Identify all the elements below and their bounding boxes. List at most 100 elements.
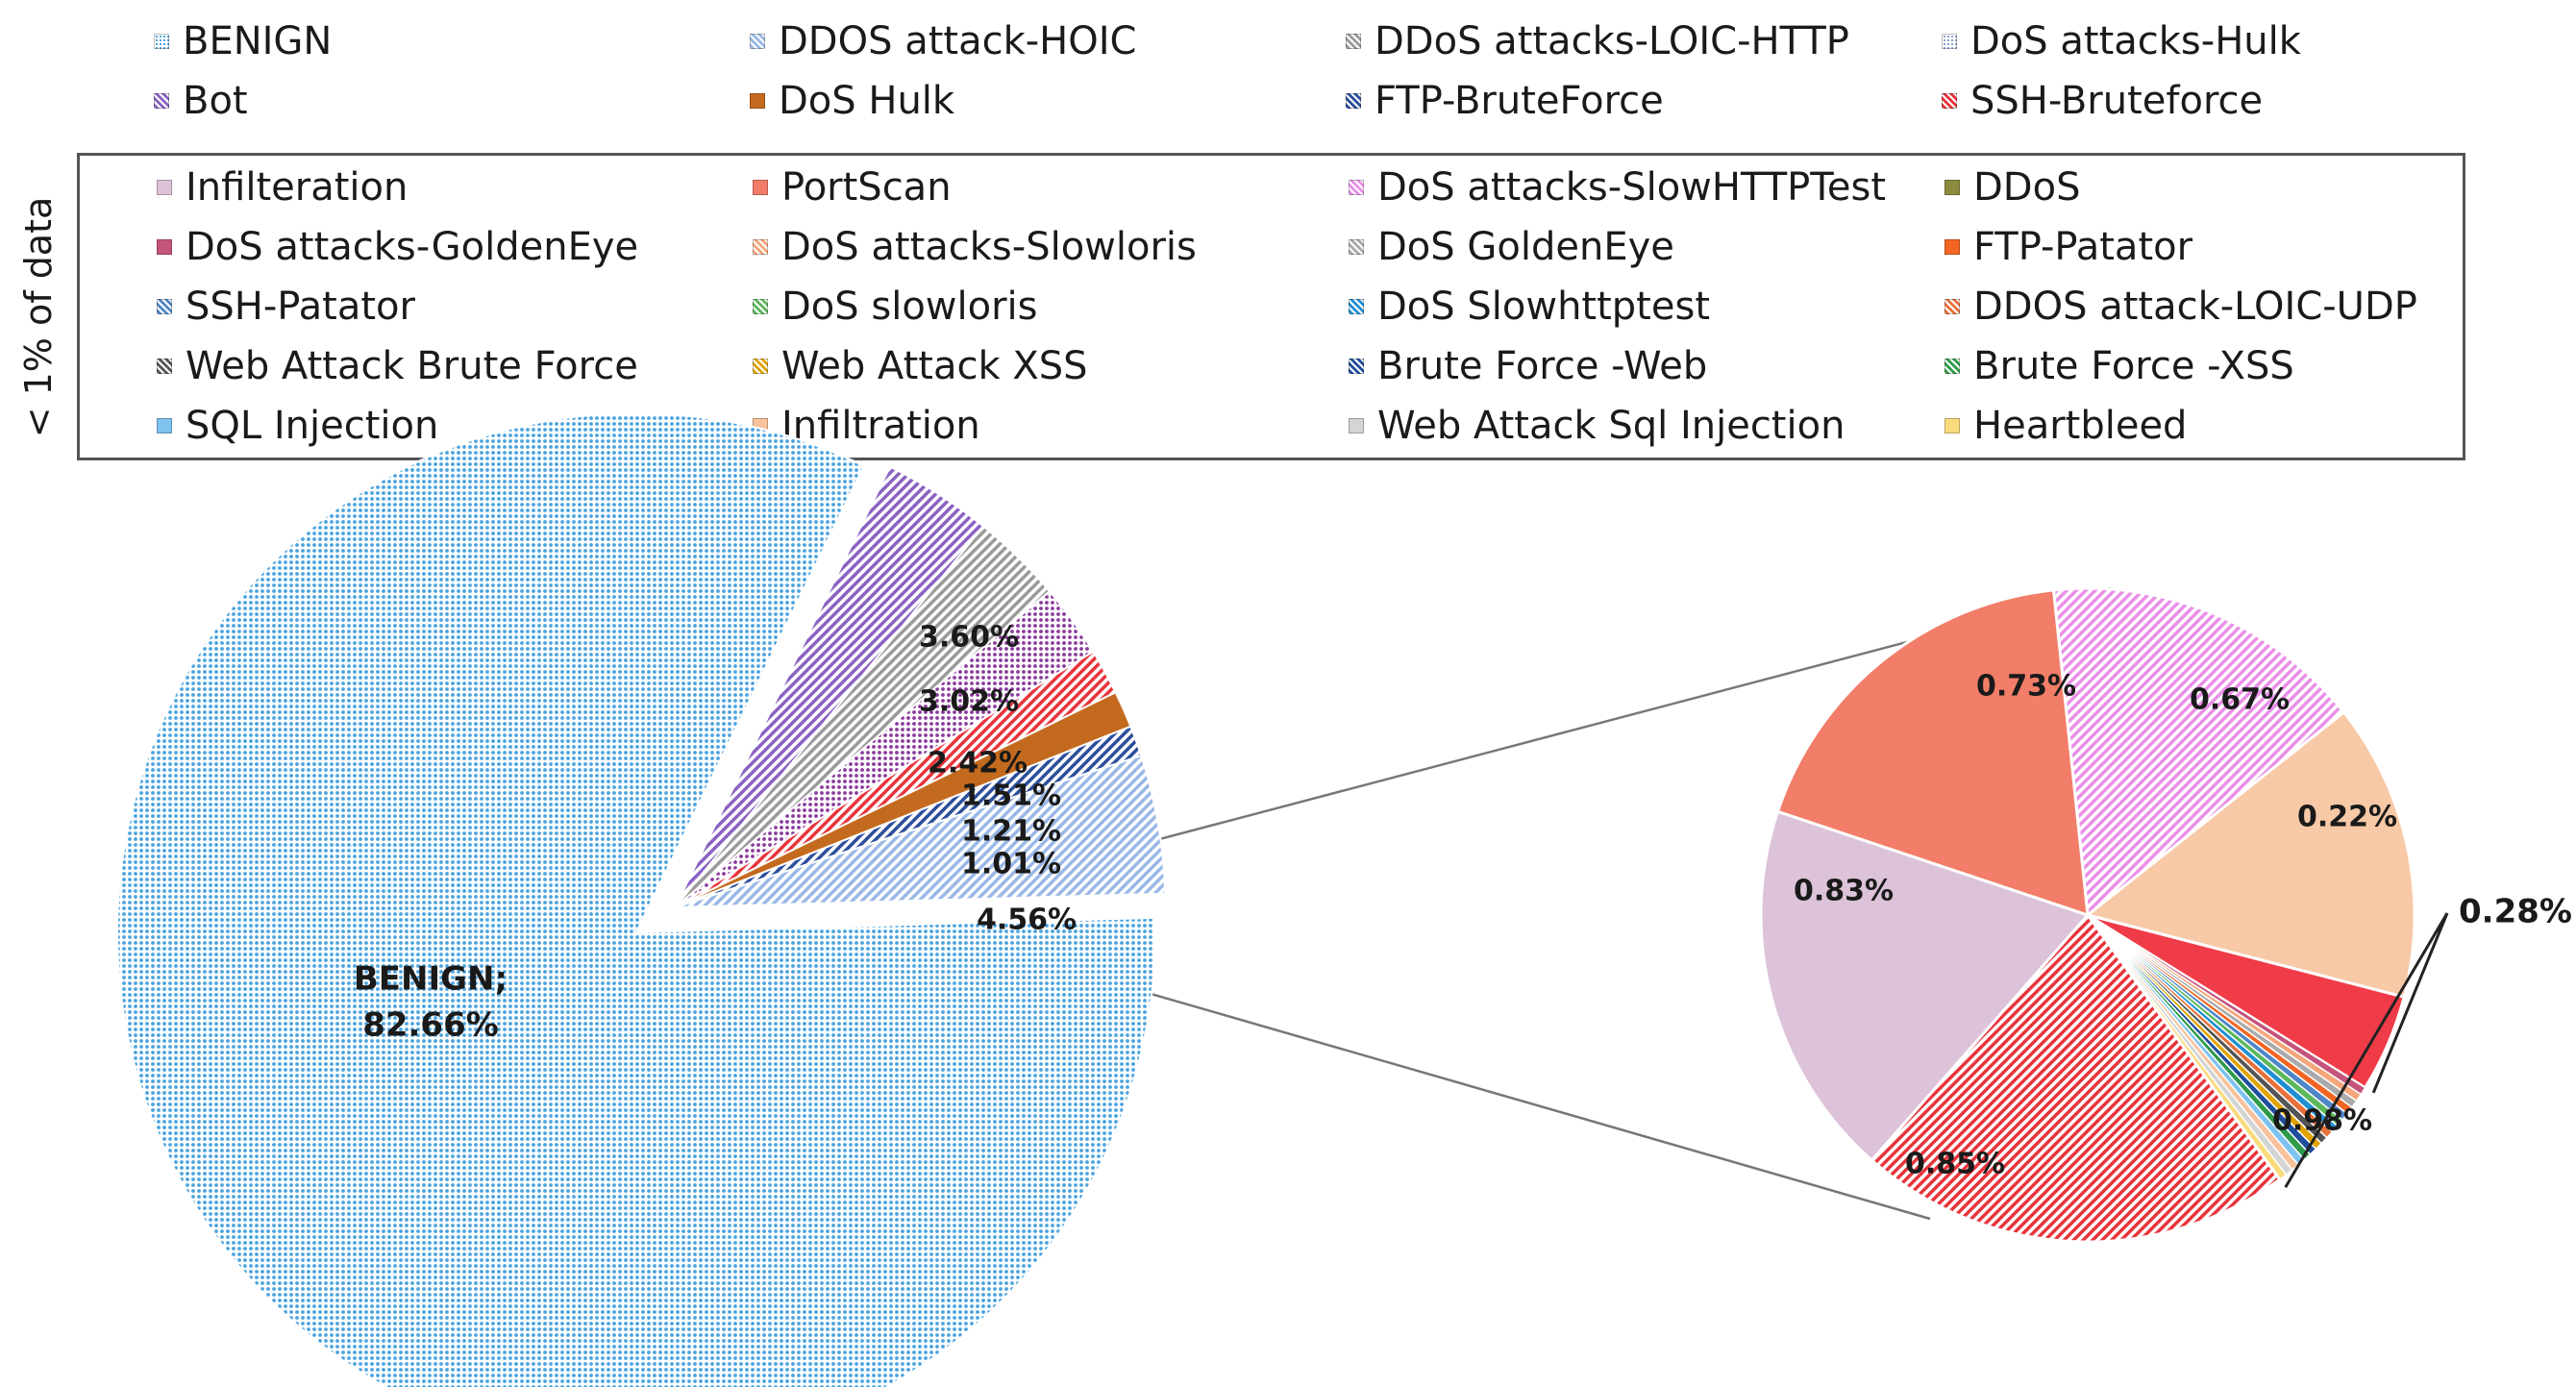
slice-label-ddos-attack-hoic: 4.56%: [977, 904, 1077, 937]
detail-slice-portscan: [1775, 588, 2090, 918]
slice-label-dos-hulk: 1.21%: [961, 815, 1061, 849]
legend-label: SQL Injection: [186, 404, 439, 448]
legend-swatch: [1349, 299, 1364, 314]
legend-label: DoS GoldenEye: [1377, 225, 1674, 269]
detail-label-ddos: 0.67%: [2190, 683, 2290, 717]
legend-swatch: [753, 239, 768, 255]
legend-swatch: [154, 34, 169, 49]
legend-label: Infiltration: [781, 404, 980, 448]
legend-swatch: [1944, 180, 1960, 195]
legend-swatch: [157, 359, 172, 374]
legend-item-infilteration: Infilteration: [157, 163, 408, 211]
detail-pie: [1759, 586, 2449, 1244]
slice-label-ssh-bruteforce: 1.51%: [961, 780, 1061, 813]
legend-item-bot: Bot: [154, 77, 248, 125]
legend-item-dos-attacks-slowloris: DoS attacks-Slowloris: [753, 223, 1197, 271]
slice-label-remaining-classes: 0.28%: [2459, 893, 2572, 931]
legend-label: Brute Force -XSS: [1973, 344, 2294, 388]
legend-label: Web Attack Sql Injection: [1377, 404, 1845, 448]
legend-label: SSH-Bruteforce: [1970, 79, 2264, 123]
legend-label: FTP-Patator: [1973, 225, 2193, 269]
connector-line-2: [1097, 977, 1931, 1221]
legend-swatch: [1944, 418, 1960, 433]
legend-item-ddos-attacks-loic-http: DDoS attacks-LOIC-HTTP: [1346, 17, 1849, 65]
small-slices-bracket: [2284, 912, 2449, 1188]
legend-label: Web Attack Brute Force: [186, 344, 638, 388]
legend-item-portscan: PortScan: [753, 163, 952, 211]
slice-label-dos-attacks-hulk: 2.42%: [928, 747, 1028, 780]
legend-item-ssh-patator: SSH-Patator: [157, 283, 415, 331]
legend-item-web-attack-sql-injection: Web Attack Sql Injection: [1349, 402, 1845, 450]
legend-swatch: [1349, 239, 1364, 255]
legend-item-dos-slowhttptest: DoS Slowhttptest: [1349, 283, 1710, 331]
legend-item-sql-injection: SQL Injection: [157, 402, 438, 450]
legend-item-ftp-patator: FTP-Patator: [1944, 223, 2192, 271]
pie-slice-ddos-attack-hoic: [675, 754, 1167, 908]
legend-label: SSH-Patator: [186, 285, 415, 329]
legend-item-heartbleed: Heartbleed: [1944, 402, 2187, 450]
legend-label: FTP-BruteForce: [1375, 79, 1664, 123]
legend-item-dos-attacks-slowhttptest: DoS attacks-SlowHTTPTest: [1349, 163, 1886, 211]
legend-swatch: [1349, 180, 1364, 195]
legend-label: Bot: [183, 79, 248, 123]
legend-item-ddos-attack-loic-udp: DDOS attack-LOIC-UDP: [1944, 283, 2417, 331]
legend-label: DDoS attacks-LOIC-HTTP: [1375, 19, 1849, 63]
legend-label: DoS Slowhttptest: [1377, 285, 1710, 329]
legend-label: PortScan: [781, 165, 952, 210]
legend-label: DDOS attack-HOIC: [779, 19, 1137, 63]
legend-swatch: [1944, 299, 1960, 314]
legend-swatch: [157, 418, 172, 433]
legend-swatch: [750, 93, 765, 109]
detail-label-dos-attacks-goldeneye: 0.22%: [2297, 801, 2397, 834]
legend-item-ssh-bruteforce: SSH-Bruteforce: [1942, 77, 2263, 125]
detail-label-dos-attacks-slowhttptest: 0.73%: [1976, 670, 2076, 704]
legend-label: Infilteration: [186, 165, 409, 210]
legend-swatch: [1346, 34, 1361, 49]
legend-swatch: [750, 34, 765, 49]
legend-label: Web Attack XSS: [781, 344, 1088, 388]
slice-label-ftp-bruteforce: 1.01%: [961, 848, 1061, 881]
legend-swatch: [753, 299, 768, 314]
legend-item-dos-attacks-goldeneye: DoS attacks-GoldenEye: [157, 223, 638, 271]
legend-item-brute-force-xss: Brute Force -XSS: [1944, 342, 2294, 390]
legend-swatch: [1349, 418, 1364, 433]
legend-swatch: [154, 93, 169, 109]
legend-item-brute-force-web: Brute Force -Web: [1349, 342, 1707, 390]
legend-label: DoS attacks-Hulk: [1970, 19, 2301, 63]
legend-swatch: [1942, 93, 1957, 109]
legend-item-ddos: DDoS: [1944, 163, 2080, 211]
detail-slice-ddos: [2084, 709, 2416, 1000]
legend-label: DoS slowloris: [781, 285, 1038, 329]
detail-label-infilteration: 0.98%: [2272, 1104, 2372, 1138]
legend-item-ddos-attack-hoic: DDOS attack-HOIC: [750, 17, 1136, 65]
legend-swatch: [1944, 239, 1960, 255]
pie-labels: BENIGN; 82.66% 3.60% 3.02% 2.42%1.51%1.21%1.…: [354, 621, 2572, 1181]
legend-label: BENIGN: [183, 19, 333, 63]
legend-label: DoS attacks-GoldenEye: [186, 225, 639, 269]
detail-label-infilteration-pink: 0.85%: [1905, 1148, 2005, 1181]
main-pie: [116, 412, 1167, 1387]
legend-label: DoS attacks-Slowloris: [781, 225, 1197, 269]
pie-slice-benign: [116, 412, 1156, 1387]
legend-item-dos-goldeneye: DoS GoldenEye: [1349, 223, 1674, 271]
legend-swatch: [753, 180, 768, 195]
legend-item-dos-attacks-hulk: DoS attacks-Hulk: [1942, 17, 2301, 65]
legend-item-dos-slowloris: DoS slowloris: [753, 283, 1038, 331]
legend-swatch: [753, 359, 768, 374]
legend-label: Heartbleed: [1973, 404, 2188, 448]
slice-label-bot: 3.60%: [919, 621, 1019, 655]
legend-swatch: [1944, 359, 1960, 374]
slice-label-ddos-attacks-loic-http: 3.02%: [919, 685, 1019, 719]
legend-label: DDoS: [1973, 165, 2081, 210]
detail-label-portscan: 0.83%: [1794, 875, 1894, 908]
detail-slice-dos-attacks-slowhttptest: [2051, 586, 2346, 918]
detail-slice-infilteration-pink: [1759, 809, 2091, 1163]
legend-item-benign: BENIGN: [154, 17, 332, 65]
detail-slice-infilteration: [1870, 912, 2282, 1244]
legend-top: BENIGN DDOS attack-HOIC DDoS attacks-LOIC-…: [0, 0, 2576, 135]
legend-item-web-attack-xss: Web Attack XSS: [753, 342, 1088, 390]
slice-label-benign-value: 82.66%: [362, 1006, 499, 1045]
legend-swatch: [1349, 359, 1364, 374]
legend-label: DoS Hulk: [779, 79, 955, 123]
